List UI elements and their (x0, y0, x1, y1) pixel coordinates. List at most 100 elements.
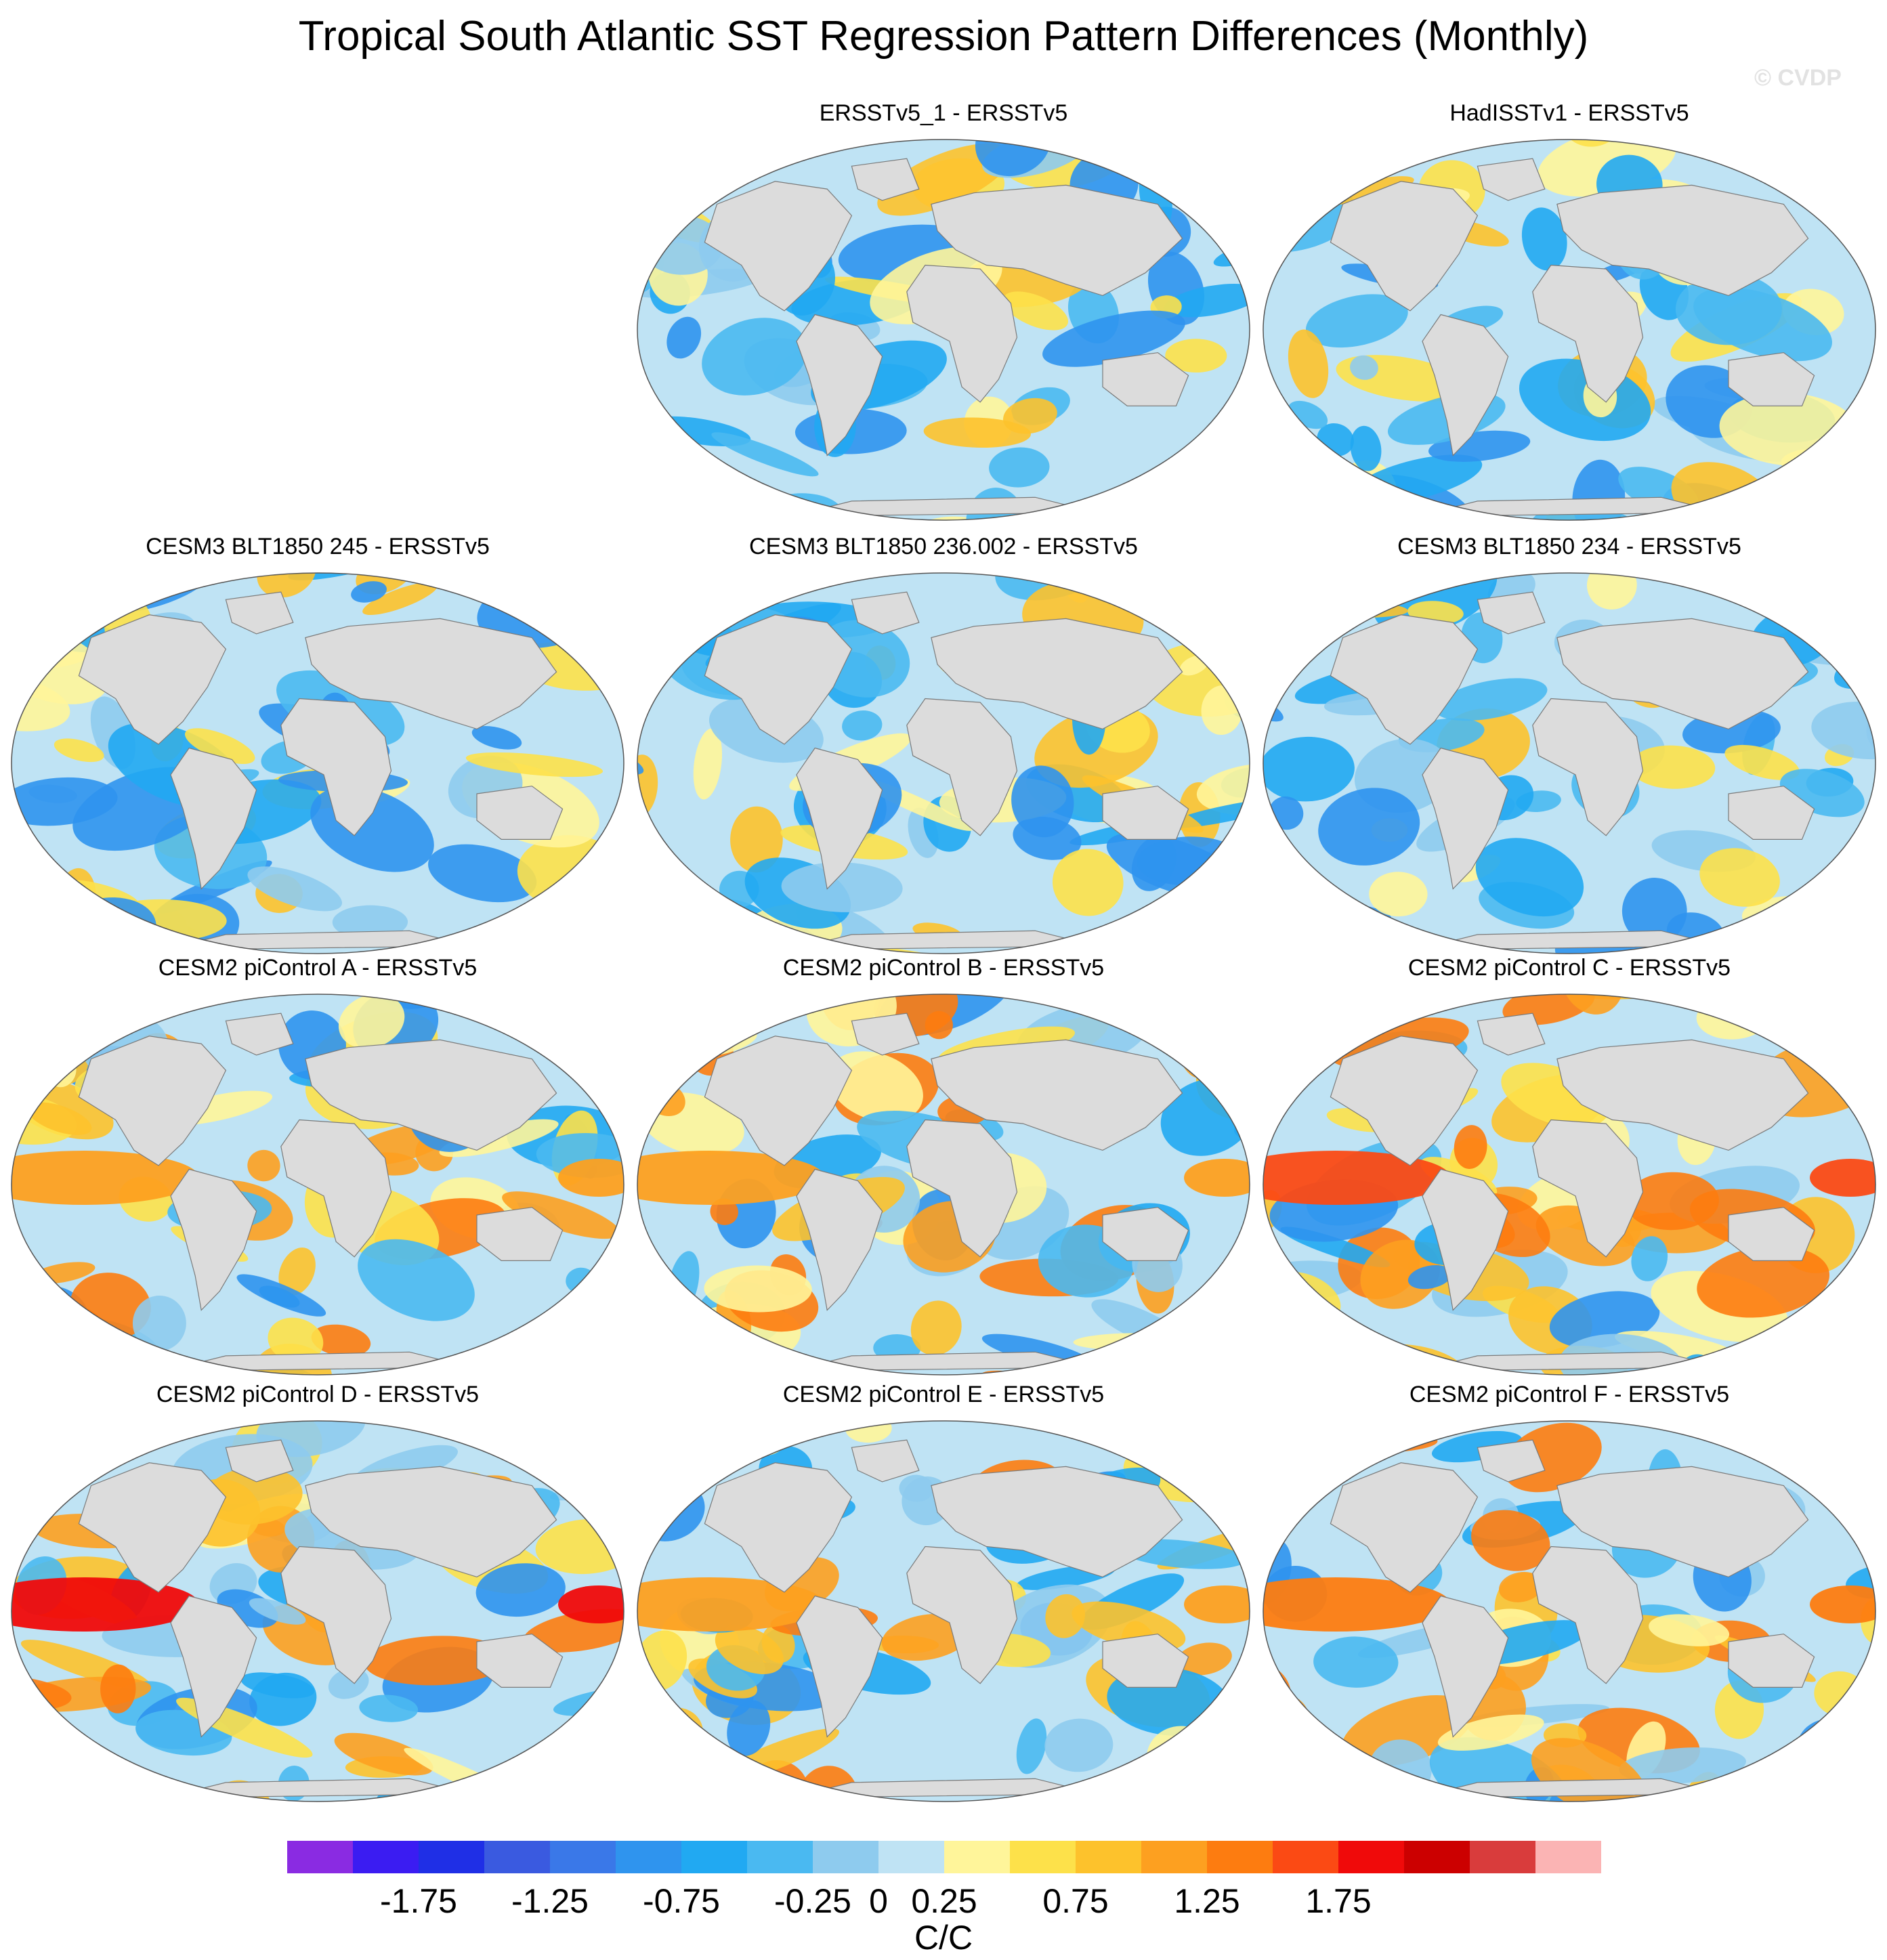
equatorial-warm-tongue (637, 1577, 825, 1632)
sst-anomaly-patch (1271, 141, 1340, 206)
sst-anomaly-patch (1675, 273, 1782, 345)
sst-anomaly-patch (359, 1695, 419, 1722)
panel-title: CESM2 piControl C - ERSSTv5 (1407, 955, 1731, 981)
sst-anomaly-patch (338, 994, 405, 1049)
world-map (1263, 1420, 1876, 1802)
sst-anomaly-patch (471, 725, 522, 750)
land-mass (1422, 314, 1509, 456)
sst-anomaly-patch (1042, 310, 1185, 367)
map-border (1263, 572, 1876, 954)
sst-anomaly-patch (828, 1051, 923, 1122)
sst-anomaly-patch (1142, 502, 1250, 520)
sst-anomaly-patch (249, 1598, 306, 1625)
sst-anomaly-patch (711, 432, 819, 477)
sst-anomaly-patch (635, 1644, 637, 1752)
sst-anomaly-patch (1263, 1243, 1264, 1283)
land-mass (1477, 1013, 1546, 1056)
land-mass (931, 184, 1183, 297)
sst-anomaly-patch (1203, 140, 1250, 144)
sst-anomaly-patch (132, 1296, 186, 1351)
sst-anomaly-patch (1303, 477, 1345, 520)
sst-anomaly-patch (12, 777, 118, 826)
sst-anomaly-patch (1554, 931, 1697, 954)
sst-anomaly-patch (1733, 572, 1799, 574)
land-mass (1728, 352, 1815, 406)
land-mass (225, 591, 294, 635)
colorbar-tick-label: 1.25 (1174, 1882, 1239, 1920)
sst-anomaly-patch (702, 318, 807, 396)
panel-title: CESM3 BLT1850 236.002 - ERSSTv5 (749, 534, 1138, 559)
sst-anomaly-patch (1196, 763, 1250, 815)
sst-anomaly-patch (793, 1371, 900, 1376)
sst-anomaly-patch (1360, 1239, 1440, 1309)
land-mass (1556, 618, 1809, 730)
colorbar-swatch (681, 1841, 747, 1873)
land-mass (1330, 614, 1479, 745)
land-mass (1422, 1595, 1509, 1738)
sst-anomaly-patch (1263, 736, 1355, 802)
sst-anomaly-patch (1471, 1510, 1550, 1571)
colorbar-tick-label: 0 (869, 1882, 888, 1920)
land-mass (906, 1546, 1018, 1684)
sst-anomaly-patch (1244, 622, 1250, 661)
land-mass (1728, 1207, 1815, 1261)
sst-anomaly-patch (12, 1668, 16, 1693)
land-mass (704, 1462, 853, 1593)
land-mass (1102, 352, 1189, 406)
world-map (637, 139, 1250, 521)
map-panel: CESM2 piControl B - ERSSTv5 (635, 955, 1252, 1395)
sst-anomaly-patch (1268, 481, 1375, 518)
sst-anomaly-patch (715, 1625, 784, 1674)
sst-anomaly-patch (247, 866, 342, 912)
sst-anomaly-patch (637, 140, 673, 170)
sst-anomaly-patch (1499, 1571, 1544, 1602)
sst-anomaly-patch (1521, 207, 1567, 271)
sst-anomaly-patch (1054, 573, 1172, 580)
map-panel: CESM2 piControl C - ERSSTv5 (1261, 955, 1878, 1395)
world-map (1263, 572, 1876, 954)
sst-anomaly-patch (1437, 1714, 1544, 1751)
sst-anomaly-patch (693, 728, 723, 800)
sst-anomaly-patch (1586, 573, 1637, 610)
land-mass (931, 1466, 1183, 1578)
sst-anomaly-patch (925, 1010, 953, 1040)
sst-anomaly-patch (1350, 425, 1382, 471)
sst-anomaly-patch (54, 738, 104, 763)
panel-title: CESM2 piControl B - ERSSTv5 (782, 955, 1105, 981)
land-mass (78, 1036, 227, 1166)
sst-anomaly-patch (642, 1036, 690, 1061)
equatorial-warm-tongue (1810, 1585, 1875, 1623)
sst-anomaly-patch (1165, 798, 1250, 828)
land-mass (851, 1439, 920, 1483)
sst-anomaly-patch (33, 1421, 127, 1468)
sst-anomaly-patch (1263, 1421, 1387, 1435)
land-mass (796, 1168, 883, 1311)
land-mass (1728, 786, 1815, 840)
sst-anomaly-patch (1164, 283, 1250, 318)
sst-anomaly-patch (577, 1421, 624, 1439)
sst-anomaly-patch (637, 1280, 656, 1344)
sst-anomaly-patch (1765, 1015, 1875, 1042)
land-mass (851, 591, 920, 635)
map-panel: CESM2 piControl D - ERSSTv5 (9, 1382, 626, 1822)
sst-anomaly-patch (268, 1317, 324, 1363)
sst-anomaly-patch (637, 754, 658, 818)
land-mass (1422, 747, 1509, 890)
colorbar-swatch (1470, 1841, 1535, 1873)
land-mass (280, 1119, 392, 1258)
sst-anomaly-patch (1752, 918, 1875, 954)
sst-anomaly-patch (1305, 294, 1408, 348)
sst-anomaly-patch (249, 1672, 317, 1726)
sst-anomaly-patch (1200, 1426, 1250, 1503)
sst-anomaly-patch (364, 1636, 509, 1686)
colorbar-swatch (1535, 1841, 1601, 1873)
sst-anomaly-patch (1286, 140, 1374, 171)
sst-anomaly-patch (637, 1720, 669, 1776)
equatorial-warm-tongue (558, 1585, 624, 1623)
colorbar-swatch (813, 1841, 878, 1873)
map-border (1263, 139, 1876, 521)
sst-anomaly-patch (1294, 600, 1408, 618)
equatorial-warm-tongue (637, 1151, 825, 1205)
sst-anomaly-patch (100, 1664, 136, 1713)
world-map (635, 1420, 1250, 1802)
